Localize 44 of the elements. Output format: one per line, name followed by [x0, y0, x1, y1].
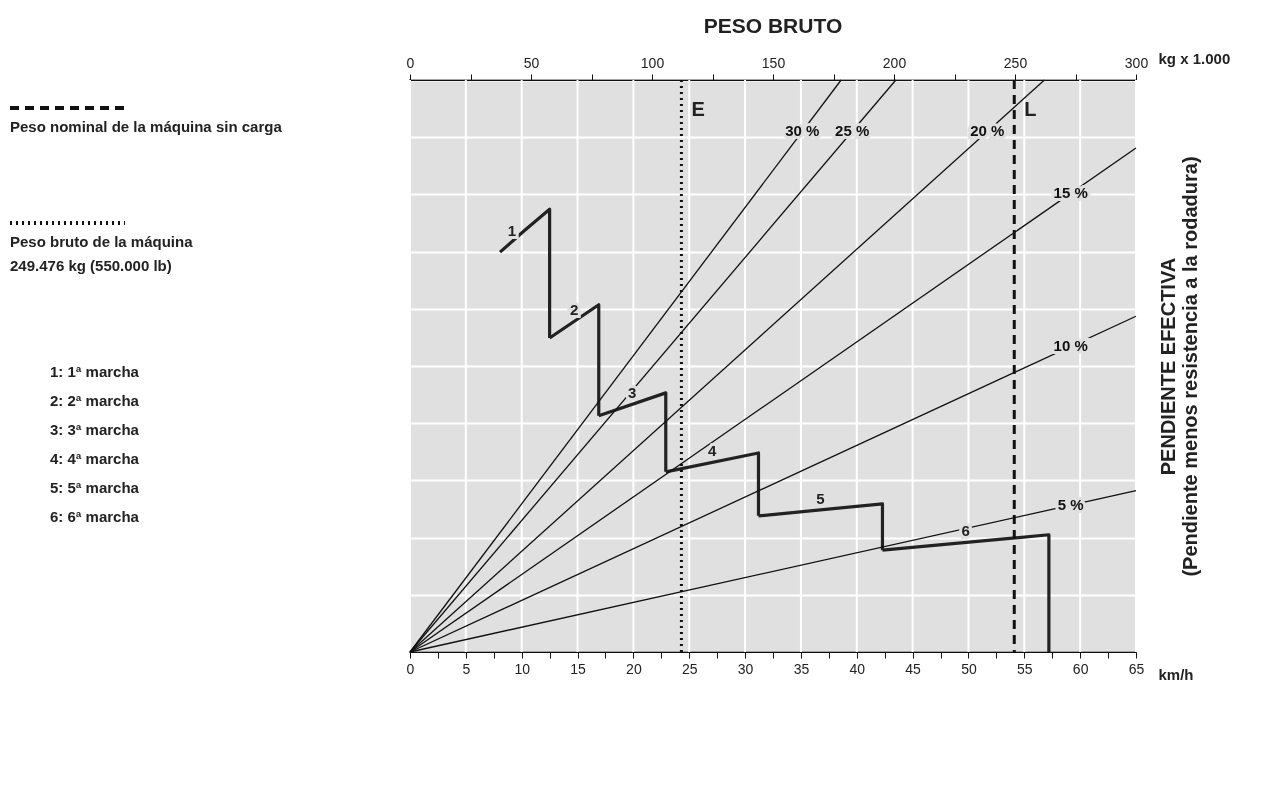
x2-tick-label: 200: [882, 54, 907, 71]
series-label: 20 %: [970, 122, 1005, 140]
series-label: 2: [570, 301, 579, 319]
text: 4: 4ª marcha: [50, 450, 140, 467]
x-tick-label: 60: [1072, 660, 1089, 677]
x-tick-label: 0: [406, 660, 415, 677]
x2-tick-label: 0: [406, 54, 415, 71]
y-axis-title: PENDIENTE EFECTIVA (Pendiente menos resistencia a la rodadura): [1156, 156, 1201, 577]
text: Peso bruto de la máquina 249.476 kg (550.000 lb): [10, 233, 194, 274]
x-tick-label: 40: [849, 660, 866, 677]
x-tick-label: 30: [737, 660, 754, 677]
series-label: 15 %: [1053, 184, 1088, 202]
x-tick-label: 5: [462, 660, 471, 677]
x2-tick-label: 300: [1124, 54, 1149, 71]
x2-axis-title: kg x 1.000: [1158, 49, 1231, 67]
text: 1: 1ª marcha: [50, 363, 140, 380]
x-tick-label: 55: [1017, 660, 1033, 677]
ref-line-label: L: [1024, 98, 1037, 120]
ref-line-label: E: [691, 98, 705, 120]
x2-tick-label: 100: [640, 54, 665, 71]
text: 6: 6ª marcha: [50, 508, 140, 525]
x-tick-label: 10: [514, 660, 531, 677]
x-tick-label: 45: [905, 660, 922, 677]
series-label: 10 %: [1053, 337, 1088, 355]
series-label: 4: [707, 442, 717, 460]
series-label: 30 %: [785, 122, 820, 140]
text: 3: 3ª marcha: [50, 421, 140, 438]
x-tick-label: 50: [961, 660, 977, 677]
x-axis-title: km/h: [1158, 665, 1194, 683]
text: 5: 5ª marcha: [50, 479, 140, 496]
x-tick-label: 15: [570, 660, 587, 677]
x2-tick-label: 250: [1003, 54, 1028, 71]
x-tick-label: 65: [1128, 660, 1145, 677]
x2-tick-label: 150: [761, 54, 786, 71]
x-tick-label: 20: [626, 660, 642, 677]
x-tick-label: 35: [793, 660, 810, 677]
x-tick-label: 25: [681, 660, 698, 677]
series-label: 25 %: [835, 122, 870, 140]
series-label: 1: [507, 221, 517, 239]
text: Peso nominal de la máquina sin carga: [10, 118, 283, 135]
x2-tick-label: 50: [523, 54, 540, 71]
series-label: 5: [816, 489, 825, 507]
text: 2: 2ª marcha: [50, 392, 140, 409]
chart-title: PESO BRUTO: [703, 14, 843, 37]
